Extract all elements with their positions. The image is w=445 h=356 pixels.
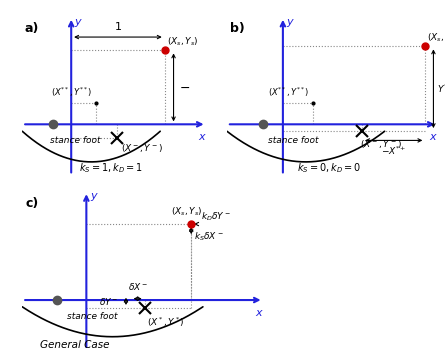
Text: $k_S = 0, k_D = 0$: $k_S = 0, k_D = 0$ — [297, 162, 361, 175]
Text: $k_D\delta Y^-$: $k_D\delta Y^-$ — [201, 210, 231, 223]
Text: a): a) — [25, 22, 39, 35]
Text: $(X_s, Y_s)$: $(X_s, Y_s)$ — [427, 31, 445, 44]
Text: General Case: General Case — [40, 340, 109, 350]
Text: stance foot: stance foot — [50, 136, 101, 145]
Text: $\delta Y^-$: $\delta Y^-$ — [99, 296, 119, 307]
Text: $Y^{*+}$: $Y^{*+}$ — [437, 83, 445, 95]
Text: $(X_s, Y_s)$: $(X_s, Y_s)$ — [167, 35, 199, 48]
Text: 1: 1 — [114, 22, 121, 32]
Text: $(X^-, Y^-)$: $(X^-, Y^-)$ — [121, 142, 163, 154]
Text: $(X^*, Y^*)$: $(X^*, Y^*)$ — [147, 316, 185, 329]
Text: $y$: $y$ — [74, 17, 83, 29]
Text: $x$: $x$ — [255, 308, 263, 318]
Text: $-X^{*+}$: $-X^{*+}$ — [381, 145, 406, 157]
Text: $y$: $y$ — [90, 191, 99, 203]
Text: stance foot: stance foot — [67, 312, 117, 321]
Text: $k_S\delta X^-$: $k_S\delta X^-$ — [194, 231, 223, 243]
Text: b): b) — [230, 22, 245, 35]
Text: $-$: $-$ — [179, 81, 190, 94]
Text: $(X_s, Y_s)$: $(X_s, Y_s)$ — [171, 205, 202, 218]
Text: c): c) — [26, 197, 39, 210]
Text: $y$: $y$ — [286, 17, 295, 29]
Text: $\delta X^-$: $\delta X^-$ — [128, 281, 148, 292]
Text: $(X^{**}, Y^{**})$: $(X^{**}, Y^{**})$ — [268, 85, 309, 99]
Text: $(X^-, Y^-)$: $(X^-, Y^-)$ — [360, 138, 402, 150]
Text: $(X^{**}, Y^{**})$: $(X^{**}, Y^{**})$ — [52, 85, 93, 99]
Text: $x$: $x$ — [198, 132, 206, 142]
Text: stance foot: stance foot — [268, 136, 318, 145]
Text: $x$: $x$ — [429, 132, 437, 142]
Text: $k_S = 1, k_D = 1$: $k_S = 1, k_D = 1$ — [79, 162, 143, 175]
